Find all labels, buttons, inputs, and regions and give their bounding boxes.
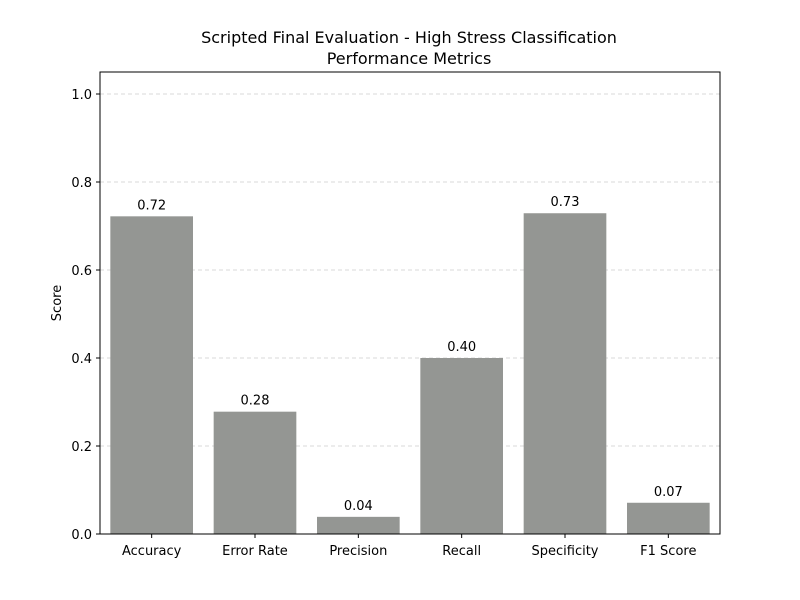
bar [627, 502, 710, 534]
y-axis-label: Score [50, 285, 65, 321]
x-tick-label: Error Rate [222, 544, 288, 559]
bar-value-label: 0.72 [137, 198, 166, 213]
x-tick-label: Specificity [532, 544, 599, 559]
value-labels: 0.72 0.28 0.04 0.40 0.73 0.07 [137, 195, 683, 514]
bar [213, 411, 297, 534]
y-tick-label: 0.8 [71, 176, 92, 191]
x-tick-label: Recall [442, 544, 481, 559]
y-tick-label: 0.0 [71, 528, 92, 543]
x-tick-label: Precision [329, 544, 387, 559]
x-tick-label: Accuracy [122, 544, 182, 559]
x-tick-label: F1 Score [640, 544, 696, 559]
bar [317, 516, 400, 534]
chart-title-line2: Performance Metrics [327, 49, 492, 68]
y-tick-label: 0.4 [71, 352, 92, 367]
bar [523, 213, 607, 535]
bar [420, 358, 503, 534]
bar-value-label: 0.73 [551, 195, 580, 210]
y-tick-label: 1.0 [71, 88, 92, 103]
axes: 0.0 0.2 0.4 0.6 0.8 1.0 Accuracy Error Rate Prec… [71, 88, 696, 559]
chart-title-line1: Scripted Final Evaluation - High Stress … [201, 28, 617, 47]
bar-value-label: 0.07 [654, 485, 683, 500]
y-tick-label: 0.6 [71, 264, 92, 279]
y-tick-label: 0.2 [71, 440, 92, 455]
bars [110, 213, 710, 535]
plot-frame [99, 71, 721, 535]
bar-value-label: 0.04 [344, 499, 373, 514]
bar [110, 216, 193, 534]
bar-value-label: 0.28 [241, 394, 270, 409]
bar-value-label: 0.40 [447, 340, 476, 355]
